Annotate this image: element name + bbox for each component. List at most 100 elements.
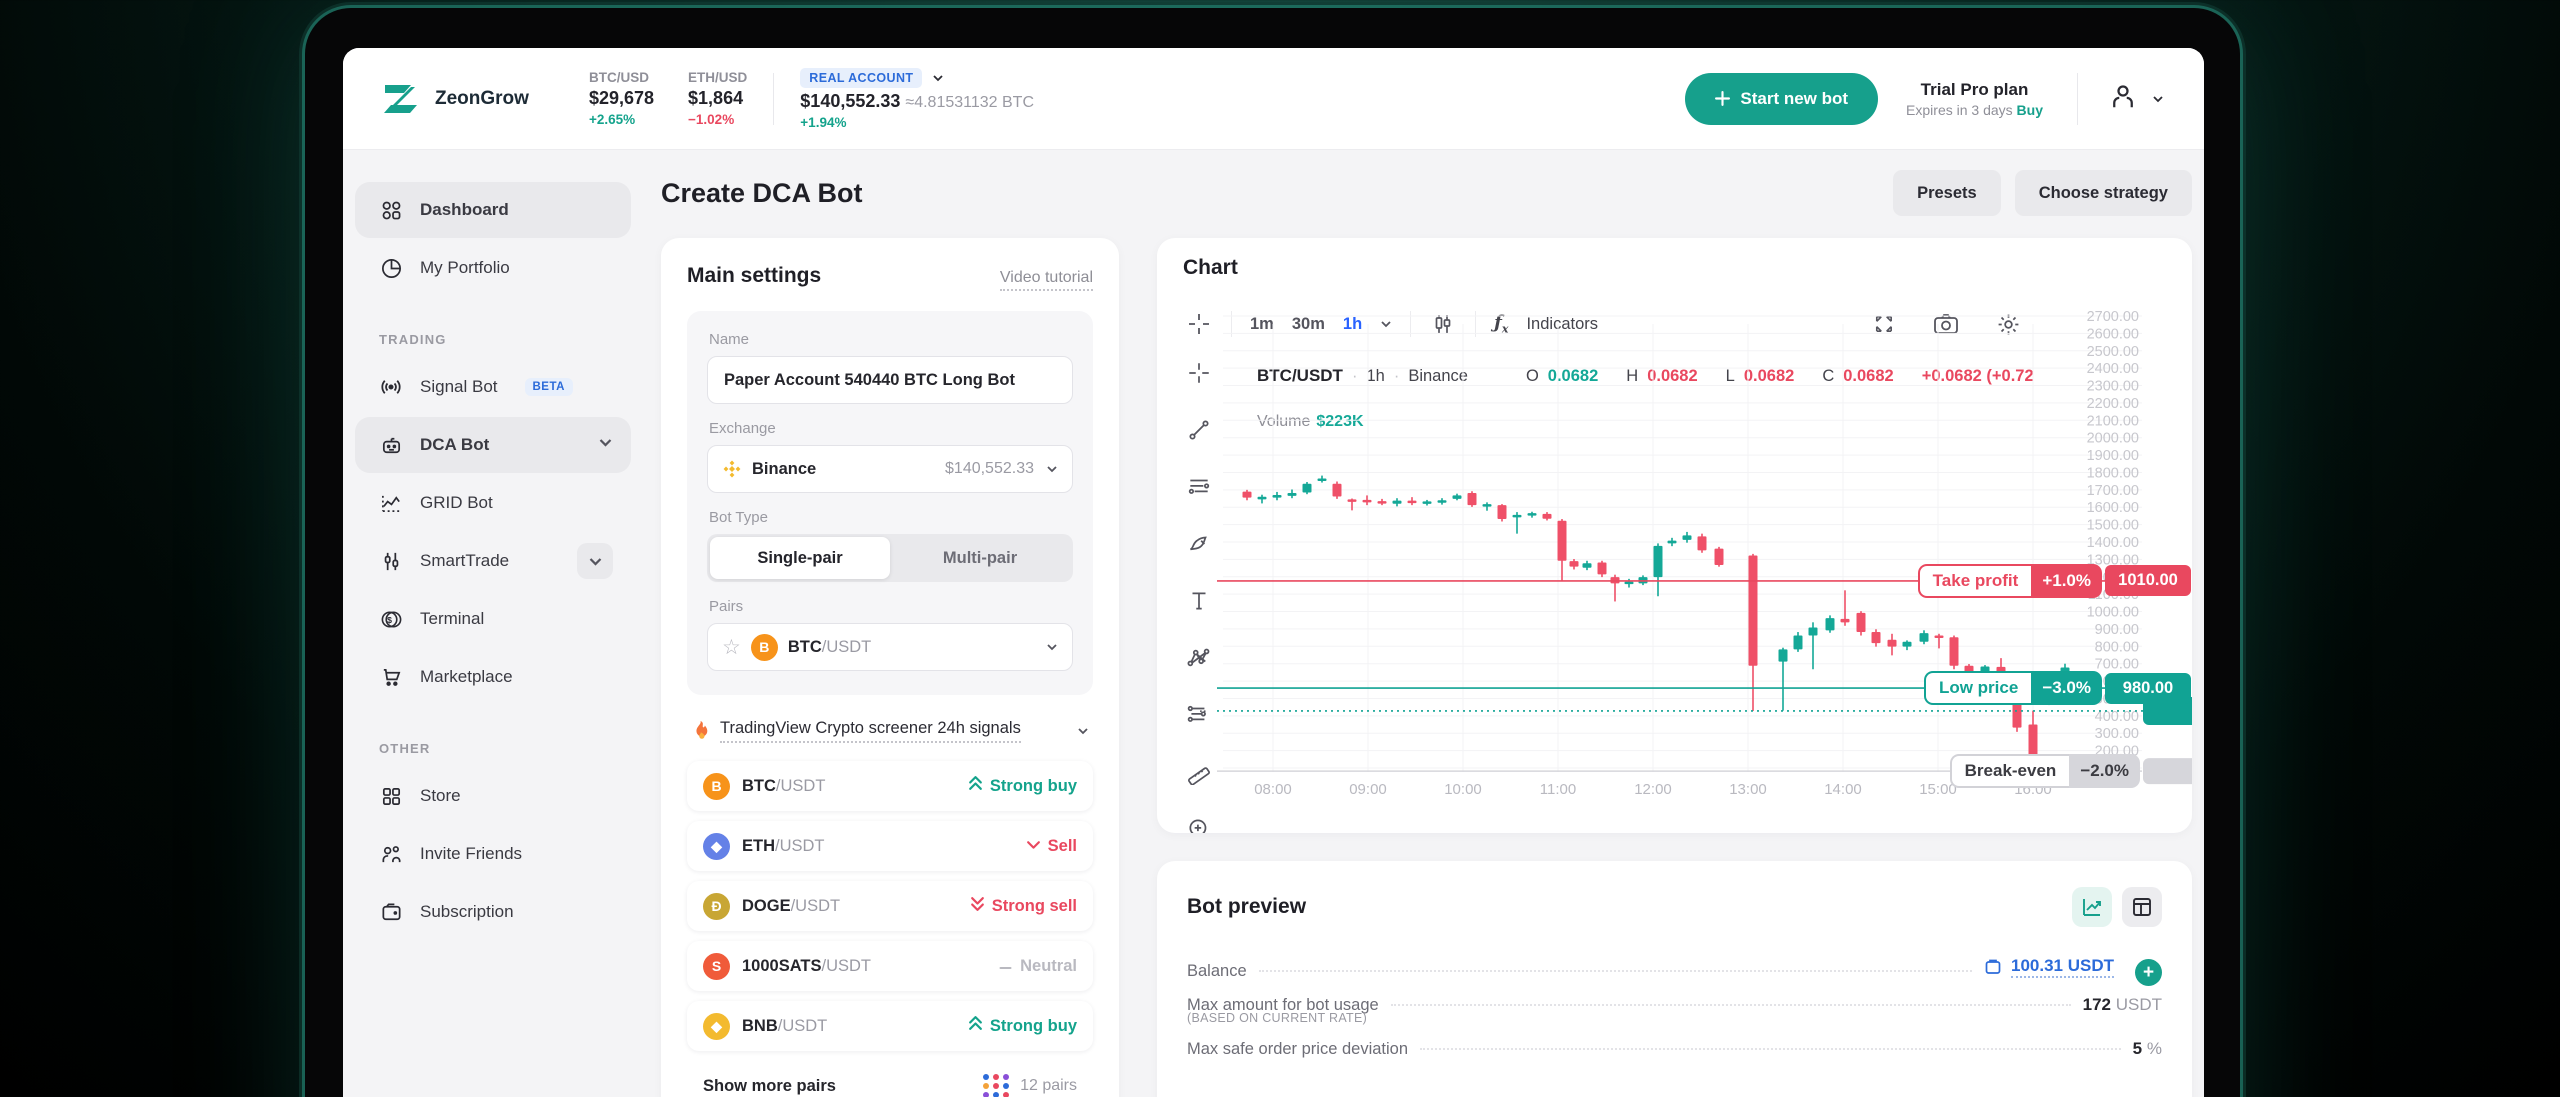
candlestick-chart[interactable]: 08:00 09:00 10:00 11:00 12:00 13:00 14:00 15:00… <box>1157 238 2192 833</box>
app-window: ZeonGrow BTC/USD $29,678 +2.65% ETH/USD … <box>343 48 2204 1097</box>
svg-text:700.00: 700.00 <box>2095 657 2139 673</box>
zoom-in-tool-icon[interactable] <box>1184 814 1214 833</box>
fullscreen-icon[interactable] <box>1870 310 1898 338</box>
chevron-down-icon <box>1047 644 1057 651</box>
plan-buy-link[interactable]: Buy <box>2016 101 2043 118</box>
fire-icon <box>696 720 708 739</box>
presets-button[interactable]: Presets <box>1893 170 2001 216</box>
brush-tool-icon[interactable] <box>1184 529 1214 559</box>
low-price-tag[interactable]: Low price −3.0% <box>1923 671 2102 706</box>
signal-arrow-icon <box>998 957 1013 976</box>
bot-name-input[interactable] <box>707 356 1073 404</box>
chevron-down-icon[interactable] <box>1077 725 1089 737</box>
low-price-price-pill: 980.00 <box>2105 672 2191 704</box>
timeframe-chevron-icon[interactable] <box>1380 318 1392 330</box>
balance-row: Balance 100.31 USDT + <box>1187 953 2162 986</box>
legend-symbol[interactable]: BTC/USDT <box>1257 366 1343 385</box>
timeframe-1m[interactable]: 1m <box>1250 314 1274 333</box>
signal-arrow-icon <box>1026 837 1041 856</box>
sidebar-item-smarttrade[interactable]: SmartTrade <box>355 533 631 589</box>
balance-value-link[interactable]: 100.31 USDT <box>2011 956 2114 978</box>
preview-table-view-button[interactable] <box>2122 887 2162 927</box>
brand-name: ZeonGrow <box>435 87 529 109</box>
sidebar-item-invite-friends[interactable]: Invite Friends <box>355 826 631 882</box>
svg-text:2600.00: 2600.00 <box>2087 326 2139 342</box>
tradingview-signals-toggle[interactable]: TradingView Crypto screener 24h signals <box>691 719 1089 743</box>
chevron-down-icon[interactable] <box>577 543 613 579</box>
sidebar-item-subscription[interactable]: Subscription <box>355 884 631 940</box>
svg-text:1800.00: 1800.00 <box>2087 465 2139 481</box>
exchange-select[interactable]: Binance $140,552.33 <box>707 445 1073 493</box>
name-label: Name <box>709 331 750 348</box>
signal-pair: DOGE/USDT <box>742 896 841 915</box>
tradingview-signals-title[interactable]: TradingView Crypto screener 24h signals <box>720 719 1021 743</box>
xabcd-pattern-tool-icon[interactable] <box>1184 643 1214 673</box>
plan-expiry: Expires in 3 days <box>1906 101 2013 118</box>
signal-bot-icon <box>379 375 403 399</box>
sidebar-item-marketplace[interactable]: Marketplace <box>355 649 631 705</box>
zeongrow-logo[interactable]: ZeonGrow <box>379 79 529 119</box>
account-chevron-down-icon[interactable] <box>932 72 944 84</box>
header-divider <box>773 72 775 125</box>
sidebar-item-signal-bot[interactable]: Signal Bot BETA <box>355 359 631 415</box>
signal-row-1000sats[interactable]: S 1000SATS/USDT Neutral <box>687 941 1093 991</box>
sidebar-item-my-portfolio[interactable]: My Portfolio <box>355 240 631 296</box>
user-avatar-icon[interactable] <box>2108 81 2138 116</box>
svg-text:2400.00: 2400.00 <box>2087 361 2139 377</box>
pairs-count: 12 pairs <box>1020 1077 1077 1094</box>
preview-chart-view-button[interactable] <box>2072 887 2112 927</box>
multi-pair-tab[interactable]: Multi-pair <box>890 537 1070 579</box>
signal-row-btc[interactable]: B BTC/USDT Strong buy <box>687 761 1093 811</box>
pairs-grid-icon <box>983 1074 1010 1097</box>
sidebar-item-label: Invite Friends <box>420 844 523 863</box>
max-amount-label: Max amount for bot usage <box>1187 995 1379 1014</box>
signal-row-eth[interactable]: ◆ ETH/USDT Sell <box>687 821 1093 871</box>
favorite-star-icon[interactable]: ☆ <box>722 635 741 659</box>
video-tutorial-link[interactable]: Video tutorial <box>999 269 1093 291</box>
crosshair-tool-icon[interactable] <box>1184 358 1214 388</box>
svg-text:2100.00: 2100.00 <box>2087 413 2139 429</box>
ruler-tool-icon[interactable] <box>1184 757 1214 787</box>
single-pair-tab[interactable]: Single-pair <box>710 537 890 579</box>
sidebar-item-dashboard[interactable]: Dashboard <box>355 182 631 238</box>
exchange-balance: $140,552.33 <box>945 460 1034 477</box>
signal-row-doge[interactable]: Ð DOGE/USDT Strong sell <box>687 881 1093 931</box>
horizontal-lines-tool-icon[interactable] <box>1184 472 1214 502</box>
indicators-button[interactable]: Indicators <box>1526 314 1599 333</box>
user-menu-chevron-icon[interactable] <box>2152 93 2164 105</box>
sidebar-item-dca-bot[interactable]: DCA Bot <box>355 417 631 473</box>
take-profit-tag[interactable]: Take profit +1.0% <box>1917 563 2102 598</box>
timeframe-1h[interactable]: 1h <box>1342 314 1363 333</box>
bot-preview-card: Bot preview Balance <box>1157 861 2192 1097</box>
trend-line-tool-icon[interactable] <box>1184 415 1214 445</box>
sidebar-item-terminal[interactable]: $ Terminal <box>355 591 631 647</box>
my-portfolio-icon <box>379 256 403 280</box>
svg-text:1400.00: 1400.00 <box>2087 535 2139 551</box>
fx-indicators-icon[interactable]: ƒx <box>1494 312 1509 336</box>
start-new-bot-button[interactable]: Start new bot <box>1685 72 1879 125</box>
signal-row-bnb[interactable]: ◆ BNB/USDT Strong buy <box>687 1001 1093 1051</box>
main-content: Create DCA Bot Presets Choose strategy M… <box>643 150 2204 1097</box>
wallet-small-icon <box>1985 959 2001 974</box>
max-amount-note: (BASED ON CURRENT RATE) <box>1187 1010 1368 1025</box>
legend-exchange: Binance <box>1408 366 1468 385</box>
sidebar-item-store[interactable]: Store <box>355 768 631 824</box>
account-type-badge[interactable]: REAL ACCOUNT <box>800 67 923 88</box>
add-funds-button[interactable]: + <box>2135 959 2162 986</box>
choose-strategy-button[interactable]: Choose strategy <box>2014 170 2192 216</box>
long-position-tool-icon[interactable] <box>1184 700 1214 730</box>
sidebar-item-grid-bot[interactable]: GRID Bot <box>355 475 631 531</box>
balance-label: Balance <box>1187 961 1247 980</box>
svg-text:12:00: 12:00 <box>1634 781 1672 798</box>
timeframe-30m[interactable]: 30m <box>1291 314 1325 333</box>
break-even-tag[interactable]: Break-even −2.0% <box>1949 754 2140 789</box>
dca-bot-icon <box>379 433 403 457</box>
svg-text:800.00: 800.00 <box>2095 639 2139 655</box>
bot-preview-title: Bot preview <box>1187 895 1307 918</box>
pair-select[interactable]: ☆ B BTC/USDT <box>707 623 1073 671</box>
text-tool-icon[interactable] <box>1184 586 1214 616</box>
crosshair-icon[interactable] <box>1185 310 1213 338</box>
chevron-down-icon[interactable] <box>598 435 613 455</box>
sidebar-section-label: TRADING <box>379 332 447 347</box>
show-more-pairs-button[interactable]: Show more pairs 12 pairs <box>687 1061 1093 1097</box>
